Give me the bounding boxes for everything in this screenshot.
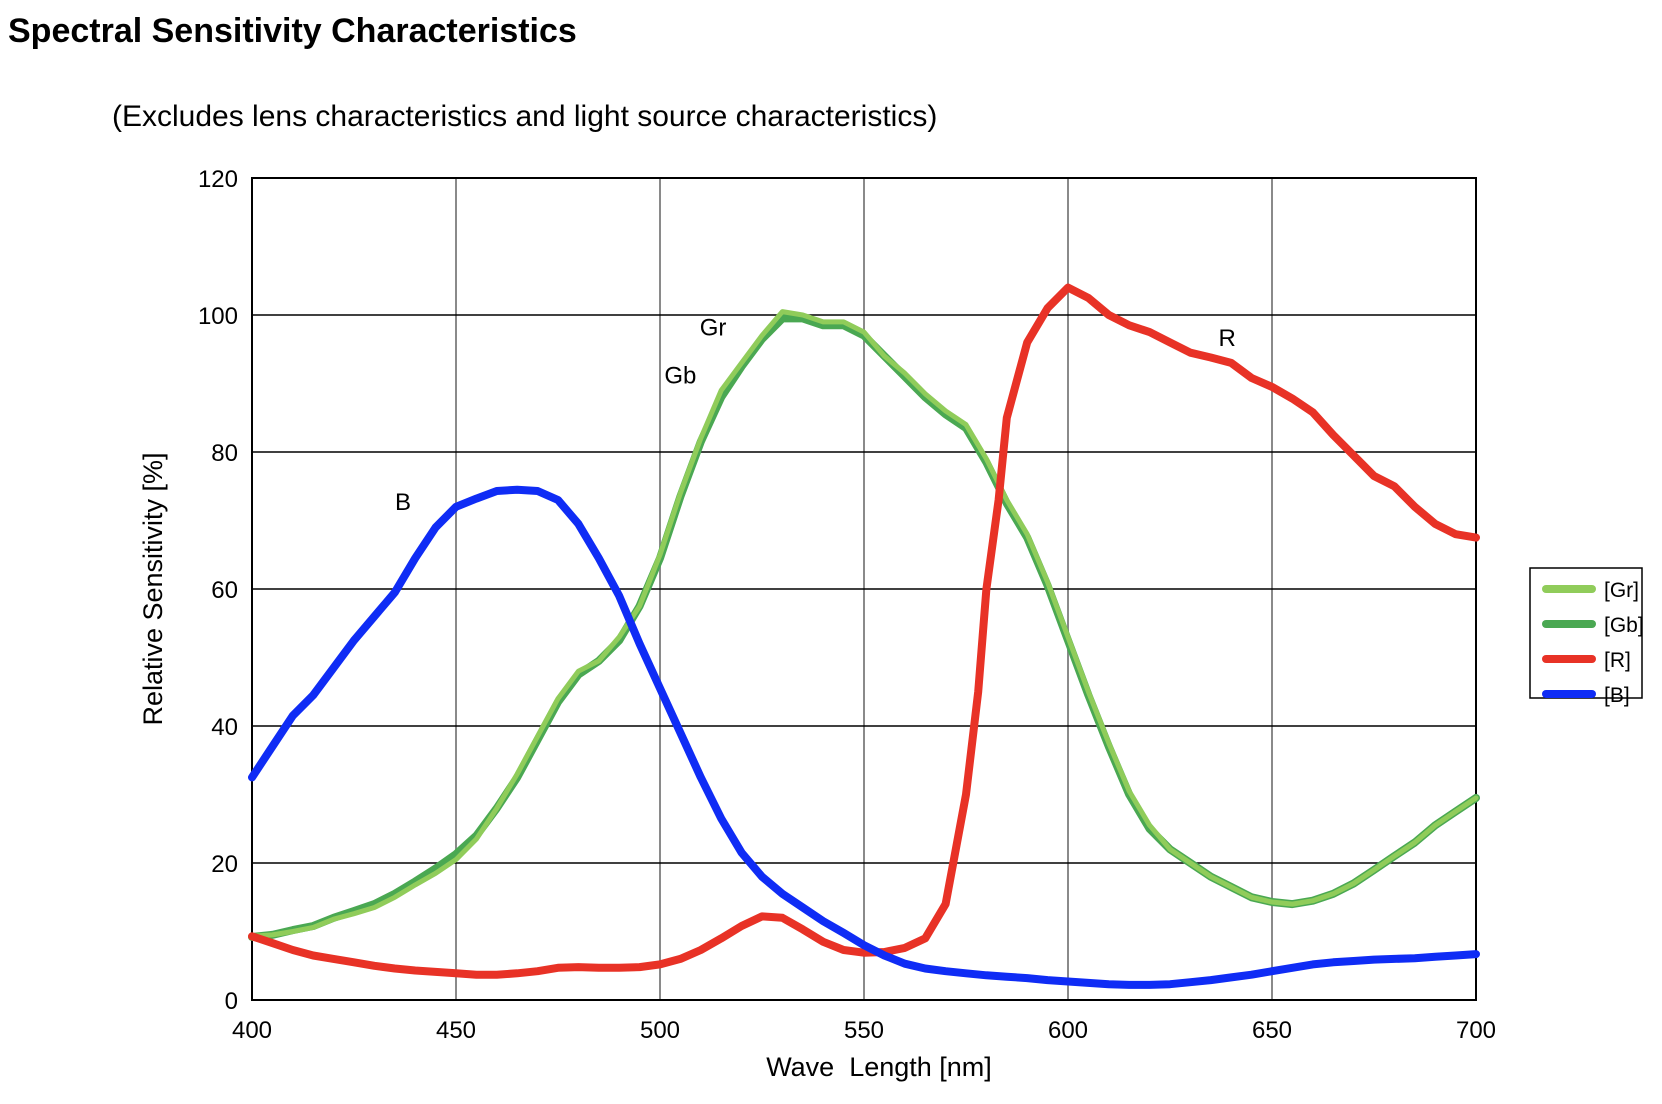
legend-label: [R] (1604, 649, 1631, 672)
x-tick-label: 500 (640, 1017, 680, 1044)
x-tick-label: 600 (1048, 1017, 1088, 1044)
y-axis-title: Relative Sensitivity [%] (138, 452, 168, 725)
chart-subtitle: (Excludes lens characteristics and light… (112, 100, 938, 133)
grid (252, 178, 1476, 1000)
tick-labels: 400 450 500 550 600 650 700 0 20 40 60 80 100 120 (198, 166, 1496, 1044)
y-tick-label: 60 (211, 577, 238, 604)
annotation-label: Gb (664, 363, 696, 390)
x-tick-label: 550 (844, 1017, 884, 1044)
annotation-label: B (395, 489, 411, 516)
plot-frame (251, 177, 1477, 1001)
x-axis-title: Wave Length [nm] (766, 1052, 992, 1082)
annotation-label: Gr (700, 315, 727, 342)
legend-label: [Gb] (1604, 614, 1644, 637)
y-tick-label: 120 (198, 166, 238, 193)
x-tick-label: 700 (1456, 1017, 1496, 1044)
legend-label: [B] (1604, 684, 1630, 707)
legend: [Gr] [Gb] [R] [B] (1529, 567, 1644, 707)
chart-title: Spectral Sensitivity Characteristics (8, 12, 577, 50)
series-lines (248, 283, 1480, 989)
x-tick-label: 400 (232, 1017, 272, 1044)
legend-label: [Gr] (1604, 579, 1639, 602)
y-tick-label: 80 (211, 440, 238, 467)
y-tick-label: 20 (211, 851, 238, 878)
y-tick-label: 40 (211, 714, 238, 741)
x-tick-label: 450 (436, 1017, 476, 1044)
y-tick-label: 0 (225, 988, 238, 1015)
series-line-b (248, 485, 1480, 989)
series-line-gr (249, 309, 1479, 939)
annotation-label: R (1218, 325, 1235, 352)
y-tick-label: 100 (198, 303, 238, 330)
x-tick-label: 650 (1252, 1017, 1292, 1044)
